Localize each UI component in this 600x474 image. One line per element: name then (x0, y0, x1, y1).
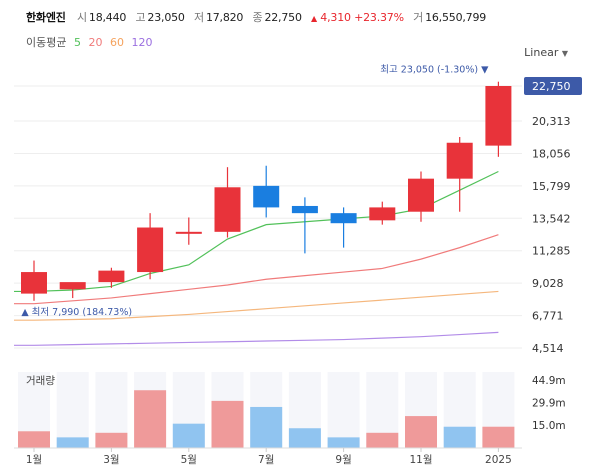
volume-tick-label: 44.9m (532, 375, 566, 387)
volume-bar (134, 390, 167, 448)
candle-body (291, 205, 318, 214)
candle-body (21, 272, 47, 294)
high-value: 23,050 (147, 11, 185, 24)
volume-bar (405, 416, 437, 448)
candle-body (175, 231, 202, 234)
candle-body (98, 270, 125, 283)
change-percent: +23.37% (354, 11, 404, 24)
open-label: 시 (76, 11, 87, 24)
candle-body (446, 142, 473, 179)
price-grid (14, 85, 522, 349)
time-tick-label: 9월 (335, 454, 351, 466)
volume-bar (18, 431, 50, 448)
high-label: 고 (135, 11, 146, 24)
volume-column-bg (327, 372, 360, 448)
candle-body (408, 178, 434, 212)
candle-body (59, 282, 86, 290)
candle-body (137, 227, 164, 273)
price-tick-label: 6,771 (532, 310, 564, 323)
close-label: 종 (252, 11, 263, 24)
time-tick-label: 1월 (26, 454, 42, 466)
candle-body (330, 213, 357, 224)
volume-bar (172, 423, 205, 448)
price-tick-label: 20,313 (532, 115, 571, 128)
open-value: 18,440 (88, 11, 127, 24)
volume-bar (95, 432, 128, 448)
ma60-legend: 60 (109, 36, 124, 49)
ma20-legend: 20 (88, 36, 103, 49)
candle-body (214, 187, 241, 232)
chevron-down-icon: ▼ (561, 49, 568, 58)
volume-bar (327, 437, 360, 448)
volume-tick-label: 29.9m (532, 398, 566, 410)
ma20-line (14, 234, 499, 305)
high-annotation: 최고 23,050 (-1.30%) ▼ (380, 65, 489, 76)
volume-label: 거 (413, 11, 424, 24)
change-amount: 4,310 (320, 11, 351, 24)
price-tick-label: 11,285 (532, 245, 571, 258)
last-price-badge (524, 77, 582, 95)
ma120-line (14, 331, 499, 346)
low-label: 저 (194, 11, 204, 24)
low-value: 17,820 (205, 11, 244, 24)
time-axis: 1월 3월 5월 7월 9월 11월 2025 (14, 447, 522, 466)
volume-bar (366, 432, 399, 448)
price-tick-label: 4,514 (532, 342, 564, 355)
volume-bar (482, 426, 515, 448)
scale-selector[interactable]: Linear ▼ (524, 46, 568, 59)
time-tick-label: 11월 (409, 454, 432, 466)
volume-bar (250, 406, 283, 448)
ma120-legend: 120 (131, 36, 153, 49)
time-tick-label: 3월 (103, 454, 119, 466)
ma60-line (14, 290, 499, 321)
up-arrow-icon: ▲ (311, 14, 317, 23)
volume-bar (211, 400, 244, 448)
candle-body (253, 185, 280, 208)
price-tick-label: 15,799 (532, 180, 571, 193)
price-candles (21, 81, 512, 301)
ma5-legend: 5 (73, 36, 81, 49)
last-price-label: 22,750 (532, 80, 571, 93)
volume-value: 16,550,799 (425, 11, 487, 24)
price-axis: 22,750 20,313 18,056 15,799 13,542 11,285 9,02… (524, 77, 582, 355)
volume-panel: 거래량 44.9m 29.9m 15.0m (18, 372, 566, 448)
price-tick-label: 13,542 (532, 212, 571, 225)
volume-column-bg (56, 372, 89, 448)
price-tick-label: 9,028 (532, 277, 564, 290)
close-value: 22,750 (264, 11, 302, 24)
time-tick-label: 7월 (258, 454, 274, 466)
volume-tick-label: 15.0m (532, 420, 566, 432)
moving-average-label: 이동평균 (26, 36, 67, 49)
volume-title: 거래량 (26, 375, 55, 387)
time-tick-label: 2025 (485, 454, 512, 466)
annotations: 최고 23,050 (-1.30%) ▼ ▲ 최저 7,990 (184.73%) (21, 65, 489, 318)
price-tick-label: 18,056 (532, 147, 571, 160)
change-value: ▲ 4,310 +23.37% (311, 11, 404, 24)
volume-bar (288, 428, 321, 448)
scale-mode-label: Linear (524, 46, 559, 59)
candle-body (369, 207, 396, 221)
volume-bar (443, 426, 476, 448)
moving-average-legend[interactable]: 이동평균 5 20 60 120 (26, 34, 156, 50)
stock-name: 한화엔진 (26, 11, 66, 24)
candle-body (485, 86, 512, 146)
volume-bar (56, 437, 89, 448)
low-annotation: ▲ 최저 7,990 (184.73%) (21, 307, 132, 318)
time-tick-label: 5월 (181, 454, 197, 466)
price-summary: 한화엔진 시 18,440 고 23,050 저 17,820 종 22,750 ▲ 4… (26, 9, 492, 25)
